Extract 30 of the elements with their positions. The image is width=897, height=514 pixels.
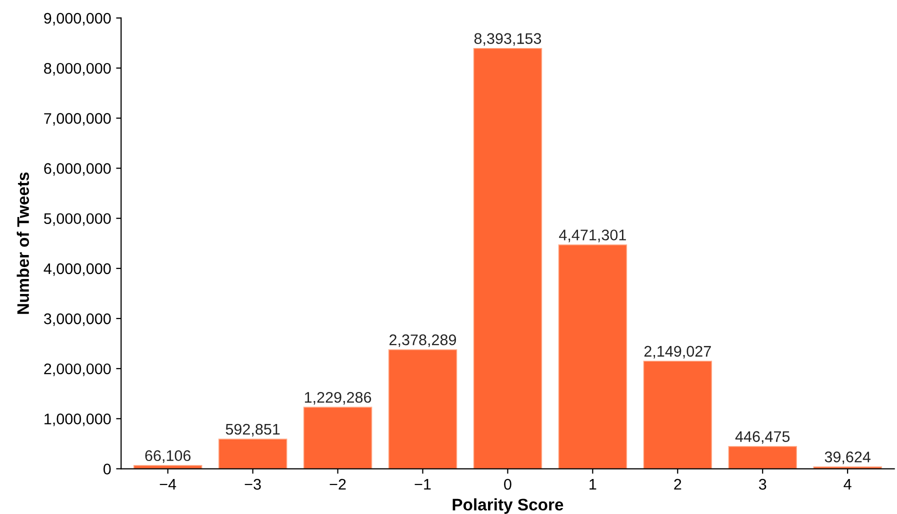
data-label: 66,106 (145, 450, 191, 463)
x-tick-label: 0 (504, 478, 512, 490)
y-tick-label: 6,000,000 (44, 163, 111, 176)
y-tick-label: 3,000,000 (44, 313, 111, 326)
data-label: 2,378,289 (390, 334, 456, 348)
y-tick-label: 4,000,000 (44, 263, 111, 276)
x-tick-label: −2 (330, 478, 346, 490)
data-label: 446,475 (735, 431, 790, 444)
y-tick-label: 7,000,000 (44, 113, 111, 126)
y-tick-label: 8,000,000 (44, 62, 111, 76)
y-tick-label: 1,000,000 (44, 414, 111, 426)
data-label: 8,393,153 (474, 33, 542, 46)
y-tick-label: 0 (103, 464, 111, 474)
x-tick-label: −1 (414, 479, 431, 490)
x-tick-label: 1 (590, 479, 596, 490)
x-tick-label: −3 (244, 478, 261, 490)
x-tick-label: −4 (160, 479, 176, 490)
x-axis-title: Polarity Score (452, 498, 564, 514)
data-label: 4,471,301 (559, 230, 626, 242)
data-label: 39,624 (824, 452, 870, 464)
x-tick-label: 4 (844, 479, 852, 490)
y-tick-label: 2,000,000 (44, 363, 111, 376)
data-label: 1,229,286 (304, 392, 372, 405)
y-tick-label: 5,000,000 (44, 213, 111, 226)
y-axis-title: Number of Tweets (16, 172, 30, 314)
x-tick-label: 2 (674, 478, 682, 490)
x-tick-label: 3 (758, 478, 766, 490)
data-label: 2,149,027 (644, 346, 711, 359)
data-label: 592,851 (226, 424, 280, 436)
y-tick-label: 9,000,000 (44, 12, 111, 26)
